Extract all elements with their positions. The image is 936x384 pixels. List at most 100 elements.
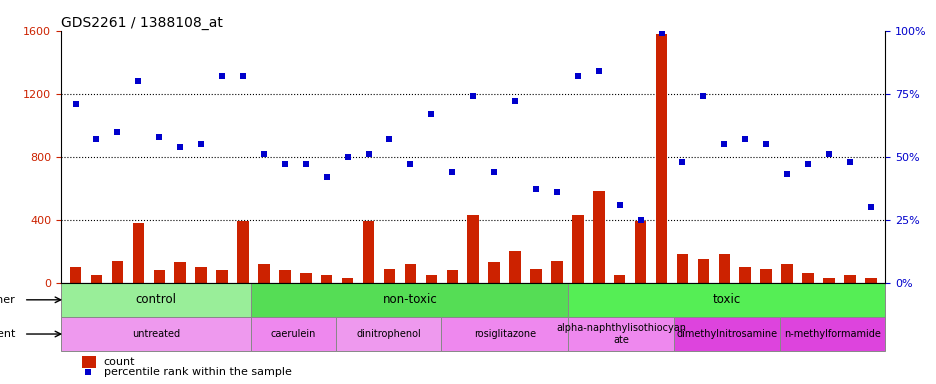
Text: count: count xyxy=(104,357,135,367)
Point xyxy=(445,169,460,175)
Point xyxy=(841,159,856,165)
Point xyxy=(653,30,668,36)
Bar xyxy=(258,264,270,283)
Point xyxy=(737,136,752,142)
Bar xyxy=(300,273,311,283)
Bar xyxy=(441,317,568,351)
Text: GDS2261 / 1388108_at: GDS2261 / 1388108_at xyxy=(61,16,223,30)
Bar xyxy=(697,259,709,283)
Bar xyxy=(321,275,332,283)
Bar xyxy=(61,317,251,351)
Point xyxy=(695,93,710,99)
Text: dimethylnitrosamine: dimethylnitrosamine xyxy=(676,329,777,339)
Bar xyxy=(111,261,123,283)
Point xyxy=(591,68,606,74)
Point xyxy=(674,159,689,165)
Bar xyxy=(635,221,646,283)
Bar xyxy=(342,278,353,283)
Bar xyxy=(613,275,624,283)
Bar xyxy=(251,283,568,317)
Bar xyxy=(779,317,885,351)
Point xyxy=(214,73,229,79)
Bar xyxy=(843,275,855,283)
Bar xyxy=(509,251,520,283)
Bar xyxy=(69,267,81,283)
Point xyxy=(779,171,794,177)
Bar xyxy=(216,270,227,283)
Bar xyxy=(781,264,792,283)
Text: caerulein: caerulein xyxy=(271,329,315,339)
Bar xyxy=(592,191,604,283)
Point xyxy=(382,136,397,142)
Bar xyxy=(174,262,185,283)
Bar xyxy=(237,221,248,283)
Bar xyxy=(335,317,441,351)
Bar xyxy=(568,283,885,317)
Text: n-methylformamide: n-methylformamide xyxy=(783,329,880,339)
Point xyxy=(68,101,83,107)
Text: toxic: toxic xyxy=(712,293,740,306)
Bar xyxy=(676,254,687,283)
Point xyxy=(611,202,626,208)
Bar xyxy=(251,317,335,351)
Point xyxy=(716,141,731,147)
Point xyxy=(633,217,648,223)
Point xyxy=(89,136,104,142)
Bar xyxy=(196,267,207,283)
Text: control: control xyxy=(136,293,176,306)
Bar xyxy=(154,270,165,283)
Point xyxy=(131,78,146,84)
Bar xyxy=(655,34,666,283)
Bar xyxy=(718,254,729,283)
Point xyxy=(548,189,563,195)
Point xyxy=(402,161,417,167)
Bar xyxy=(572,215,583,283)
Point xyxy=(235,73,250,79)
Bar xyxy=(760,268,771,283)
Bar xyxy=(801,273,813,283)
Bar xyxy=(673,317,779,351)
Point xyxy=(799,161,814,167)
Bar xyxy=(384,268,395,283)
Text: alpha-naphthylisothiocyan
ate: alpha-naphthylisothiocyan ate xyxy=(556,323,685,345)
Point xyxy=(172,144,187,150)
Bar xyxy=(446,270,458,283)
Bar xyxy=(404,264,416,283)
Bar xyxy=(568,317,673,351)
Point xyxy=(758,141,773,147)
Point xyxy=(298,161,313,167)
Bar xyxy=(823,278,834,283)
Point xyxy=(486,169,501,175)
Bar xyxy=(488,262,499,283)
Text: dinitrophenol: dinitrophenol xyxy=(356,329,420,339)
Bar xyxy=(362,221,373,283)
Point xyxy=(319,174,334,180)
Point xyxy=(110,128,124,135)
Bar xyxy=(81,356,96,367)
Point xyxy=(277,161,292,167)
Text: rosiglitazone: rosiglitazone xyxy=(474,329,535,339)
Bar xyxy=(61,283,251,317)
Point xyxy=(821,151,836,157)
Point xyxy=(80,369,95,375)
Point xyxy=(256,151,271,157)
Point xyxy=(360,151,375,157)
Text: other: other xyxy=(0,295,16,305)
Bar xyxy=(279,270,290,283)
Point xyxy=(194,141,209,147)
Point xyxy=(570,73,585,79)
Bar xyxy=(425,275,436,283)
Bar xyxy=(91,275,102,283)
Point xyxy=(465,93,480,99)
Point xyxy=(862,204,877,210)
Point xyxy=(423,111,438,117)
Bar xyxy=(530,268,541,283)
Point xyxy=(507,98,522,104)
Bar xyxy=(550,261,562,283)
Text: non-toxic: non-toxic xyxy=(382,293,437,306)
Point xyxy=(528,186,543,192)
Bar xyxy=(132,223,144,283)
Point xyxy=(152,134,167,140)
Bar xyxy=(864,278,876,283)
Text: agent: agent xyxy=(0,329,16,339)
